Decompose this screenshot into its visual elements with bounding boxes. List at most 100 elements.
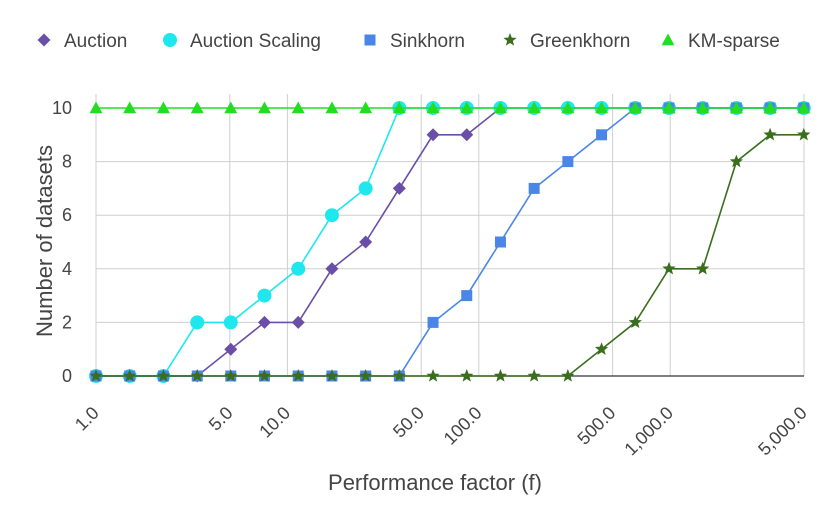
data-point-greenkhorn xyxy=(729,154,744,168)
legend-label: KM-sparse xyxy=(688,31,780,52)
data-point-auction-scaling xyxy=(257,288,272,303)
data-point-greenkhorn xyxy=(291,369,305,382)
data-point-greenkhorn xyxy=(493,369,508,382)
x-tick-label: 500.0 xyxy=(573,403,619,449)
data-point-km-sparse xyxy=(628,101,642,114)
data-point-sinkhorn xyxy=(427,316,439,328)
data-point-auction xyxy=(460,128,474,142)
data-point-km-sparse xyxy=(696,101,710,114)
data-point-km-sparse xyxy=(561,101,575,114)
data-point-greenkhorn xyxy=(325,369,339,382)
y-tick-label: 2 xyxy=(62,312,72,332)
series-km-sparse xyxy=(89,101,811,114)
data-point-greenkhorn xyxy=(190,369,204,382)
data-point-auction xyxy=(426,128,440,142)
y-tick-labels: 0 2 4 6 8 10 xyxy=(52,98,72,386)
data-point-greenkhorn xyxy=(662,261,676,275)
data-point-auction xyxy=(359,235,373,249)
x-tick-label: 10.0 xyxy=(255,403,294,442)
legend-label: Auction xyxy=(64,31,127,52)
y-tick-label: 4 xyxy=(62,259,72,279)
legend-item-auction-scaling: Auction Scaling xyxy=(163,31,321,52)
x-tick-label: 100.0 xyxy=(440,403,486,449)
legend-marker-auction xyxy=(37,33,51,47)
data-point-sinkhorn xyxy=(461,290,473,302)
data-point-greenkhorn xyxy=(628,315,642,329)
legend-marker-km-sparse xyxy=(661,33,675,46)
data-point-km-sparse xyxy=(89,101,103,114)
data-point-km-sparse xyxy=(224,101,238,114)
series-line-auction-scaling xyxy=(96,107,804,377)
legend-label: Greenkhorn xyxy=(530,31,630,52)
data-point-km-sparse xyxy=(359,101,373,114)
data-point-km-sparse xyxy=(291,101,305,114)
data-point-greenkhorn xyxy=(89,369,103,382)
data-point-km-sparse xyxy=(426,101,440,114)
data-point-greenkhorn xyxy=(156,369,171,382)
data-point-km-sparse xyxy=(662,101,676,114)
data-point-km-sparse xyxy=(797,101,811,114)
legend-label: Auction Scaling xyxy=(190,31,321,52)
legend-label: Sinkhorn xyxy=(390,31,465,52)
data-point-auction-scaling xyxy=(223,315,238,330)
legend-marker-sinkhorn xyxy=(364,34,376,46)
legend-item-km-sparse: KM-sparse xyxy=(661,31,780,52)
data-point-sinkhorn xyxy=(494,236,506,248)
data-point-km-sparse xyxy=(257,101,271,114)
data-point-auction-scaling xyxy=(190,315,205,330)
data-point-km-sparse xyxy=(527,101,541,114)
data-point-km-sparse xyxy=(460,101,474,114)
data-point-greenkhorn xyxy=(392,369,406,382)
series-auction-scaling xyxy=(89,101,811,383)
series-greenkhorn xyxy=(89,127,811,382)
y-axis-label: Number of datasets xyxy=(32,145,57,337)
x-tick-label: 5,000.0 xyxy=(754,403,811,460)
data-point-greenkhorn xyxy=(797,127,811,141)
data-point-greenkhorn xyxy=(527,369,541,382)
data-point-km-sparse xyxy=(729,101,743,114)
data-point-auction xyxy=(224,342,238,356)
data-point-auction xyxy=(325,262,339,276)
x-tick-label: 1.0 xyxy=(71,403,103,435)
data-point-sinkhorn xyxy=(596,129,608,141)
legend-item-sinkhorn: Sinkhorn xyxy=(364,31,465,52)
legend: Auction Auction Scaling Sinkhorn Greenkhorn… xyxy=(37,31,780,52)
series-line-auction xyxy=(96,107,804,377)
data-point-auction xyxy=(291,315,305,329)
grid xyxy=(95,94,805,376)
data-point-greenkhorn xyxy=(594,342,609,355)
series-line-greenkhorn xyxy=(96,134,804,377)
data-point-km-sparse xyxy=(325,101,339,114)
data-point-km-sparse xyxy=(595,101,609,114)
data-point-greenkhorn xyxy=(696,261,710,275)
data-point-auction xyxy=(392,181,406,195)
data-point-km-sparse xyxy=(392,101,406,114)
data-point-greenkhorn xyxy=(763,127,777,141)
legend-item-auction: Auction xyxy=(37,31,127,52)
data-point-greenkhorn xyxy=(460,369,474,382)
y-tick-label: 6 xyxy=(62,205,72,225)
y-tick-label: 10 xyxy=(52,98,72,118)
series-sinkhorn xyxy=(90,102,810,382)
data-point-greenkhorn xyxy=(561,369,575,382)
x-tick-label: 50.0 xyxy=(389,403,428,442)
data-point-sinkhorn xyxy=(562,156,574,168)
x-tick-label: 1,000.0 xyxy=(620,403,677,460)
data-point-sinkhorn xyxy=(528,182,540,194)
data-point-greenkhorn xyxy=(257,369,272,382)
y-tick-label: 8 xyxy=(62,152,72,172)
data-point-greenkhorn xyxy=(224,369,238,382)
data-point-auction xyxy=(257,315,271,329)
data-point-km-sparse xyxy=(156,101,170,114)
legend-marker-auction-scaling xyxy=(163,33,177,47)
data-point-km-sparse xyxy=(123,101,137,114)
data-point-km-sparse xyxy=(763,101,777,114)
data-point-km-sparse xyxy=(190,101,204,114)
x-tick-labels: 1.0 5.0 10.0 50.0 100.0 500.0 1,000.0 5,000.0 xyxy=(71,403,811,460)
series-group xyxy=(89,101,811,383)
data-point-km-sparse xyxy=(493,101,507,114)
data-point-greenkhorn xyxy=(358,369,373,382)
series-auction xyxy=(89,101,811,383)
x-tick-label: 5.0 xyxy=(205,403,237,435)
data-point-auction-scaling xyxy=(358,181,373,196)
